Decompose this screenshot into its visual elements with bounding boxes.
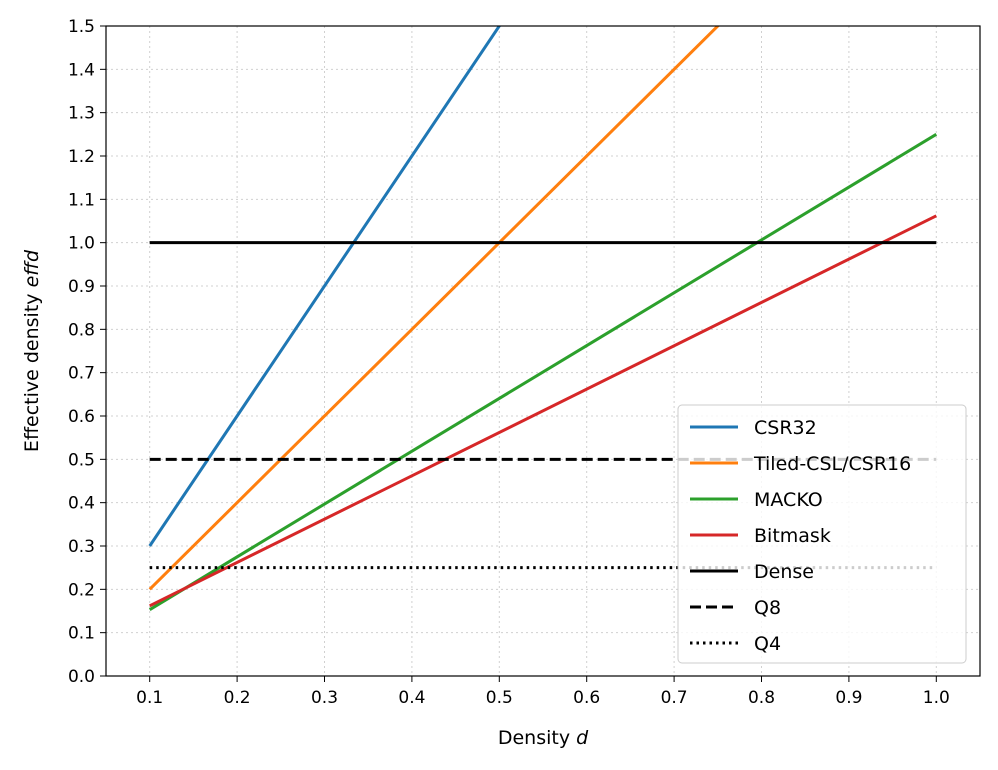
y-tick-label: 1.1 — [68, 190, 95, 210]
x-tick-label: 0.5 — [486, 688, 513, 708]
y-axis-label: Effective density effd — [21, 249, 43, 452]
legend-label: Bitmask — [754, 525, 831, 547]
y-tick-label: 1.4 — [68, 60, 95, 80]
y-tick-label: 0.9 — [68, 277, 95, 297]
y-tick-label: 0.4 — [68, 494, 95, 514]
x-tick-label: 1.0 — [923, 688, 950, 708]
y-tick-label: 0.6 — [68, 407, 95, 427]
legend-label: CSR32 — [754, 417, 817, 439]
legend-label: MACKO — [754, 489, 823, 511]
series-line — [149, 214, 937, 608]
x-axis-label: Density d — [498, 727, 589, 749]
y-tick-label: 0.2 — [68, 580, 95, 600]
legend-label: Q4 — [754, 633, 781, 655]
y-tick-label: 0.3 — [68, 537, 95, 557]
legend-box — [677, 404, 967, 664]
y-tick-label: 0.5 — [68, 450, 95, 470]
x-tick-label: 0.1 — [136, 688, 163, 708]
y-tick-label: 0.8 — [68, 320, 95, 340]
x-tick-label: 0.4 — [398, 688, 425, 708]
x-tick-label: 0.7 — [661, 688, 688, 708]
legend-label: Dense — [754, 561, 814, 583]
y-tick-label: 0.7 — [68, 364, 95, 384]
y-tick-label: 1.3 — [68, 104, 95, 124]
series-line — [148, 133, 938, 611]
x-tick-label: 0.3 — [311, 688, 338, 708]
y-tick-label: 1.0 — [68, 234, 95, 254]
x-tick-label: 0.9 — [835, 688, 862, 708]
x-tick-label: 0.8 — [748, 688, 775, 708]
series-lines — [148, 26, 938, 611]
y-tick-label: 1.2 — [68, 147, 95, 167]
legend-label: Tiled-CSL/CSR16 — [753, 453, 911, 475]
y-tick-label: 1.5 — [68, 17, 95, 37]
x-axis-ticks: 0.1 0.2 0.3 0.4 0.5 0.6 0.7 0.8 0.9 1.0 — [136, 676, 950, 708]
legend-label: Q8 — [754, 597, 781, 619]
x-tick-label: 0.2 — [224, 688, 251, 708]
y-axis-ticks: 0.0 0.1 0.2 0.3 0.4 0.5 0.6 0.7 0.8 0.9 1.0 1.1 1.2 1… — [68, 17, 106, 687]
y-tick-label: 0.1 — [68, 624, 95, 644]
x-tick-label: 0.6 — [573, 688, 600, 708]
plot-frame — [105, 25, 981, 677]
series-line — [148, 26, 502, 547]
legend: CSR32 Tiled-CSL/CSR16 MACKO Bitmask Dense Q8 Q… — [677, 404, 967, 664]
y-tick-label: 0.0 — [68, 667, 95, 687]
